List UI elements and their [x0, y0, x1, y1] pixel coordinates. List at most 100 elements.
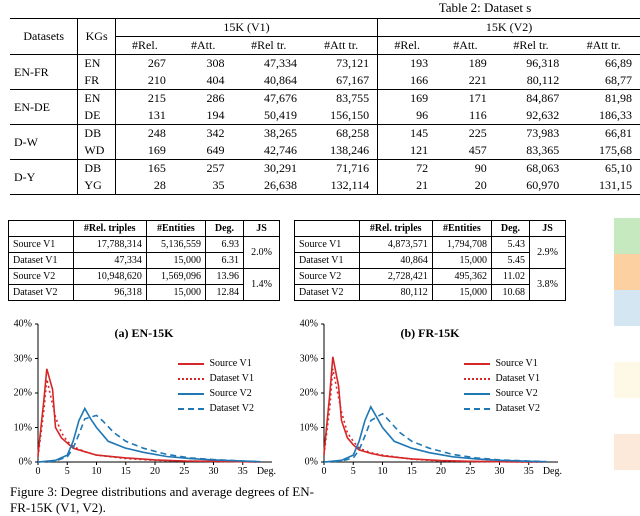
mini-cell: 10.68: [491, 285, 529, 301]
table-cell: 257: [174, 160, 233, 178]
table-cell: 92,632: [495, 107, 568, 125]
table2-caption: Table 2: Dataset s: [10, 0, 640, 16]
mini-table-right: #Rel. triples#EntitiesDeg.JSSource V14,8…: [294, 220, 566, 301]
table-cell: 116: [436, 107, 495, 125]
legend-row: Dataset V1: [178, 371, 254, 386]
th-group-v2: 15K (V2): [378, 19, 640, 37]
legend-row: Source V2: [178, 386, 254, 401]
page: Table 2: Dataset s Datasets KGs 15K (V1)…: [0, 0, 640, 516]
mini-cell: 1,794,708: [432, 237, 491, 253]
table-cell: 42,746: [232, 142, 305, 160]
legend-swatch: [464, 378, 490, 380]
legend-swatch: [178, 408, 204, 410]
mini-js-cell: 2.0%: [243, 237, 279, 269]
table-cell: 248: [115, 125, 174, 143]
mini-th: Deg.: [205, 221, 243, 237]
legend-label: Dataset V1: [209, 371, 254, 386]
table-cell: 132,114: [305, 177, 378, 195]
y-tick-label: 40%: [14, 319, 32, 330]
table-cell: 47,334: [232, 55, 305, 73]
x-tick-label: 25: [465, 466, 475, 477]
figure3-caption-line2: FR-15K (V1, V2).: [10, 500, 106, 515]
mini-js-cell: 1.4%: [243, 269, 279, 301]
mini-cell: Source V2: [9, 269, 74, 285]
table-cell: 30,291: [232, 160, 305, 178]
mini-th: [9, 221, 74, 237]
table-cell: 66,89: [567, 55, 640, 73]
mini-cell: 5.43: [491, 237, 529, 253]
table-row-kg: YG: [78, 177, 115, 195]
y-tick-label: 30%: [300, 353, 318, 364]
mini-cell: 5,136,559: [146, 237, 205, 253]
mini-th: Deg.: [491, 221, 529, 237]
x-tick-label: 15: [407, 466, 417, 477]
legend-label: Dataset V2: [209, 401, 254, 416]
legend-swatch: [464, 363, 490, 365]
mini-cell: 15,000: [146, 285, 205, 301]
table-row-dataset: EN-DE: [10, 90, 78, 125]
table-cell: 210: [115, 72, 174, 90]
table-cell: 145: [378, 125, 437, 143]
table-cell: 50,419: [232, 107, 305, 125]
table-row-kg: FR: [78, 72, 115, 90]
y-tick-label: 0%: [19, 457, 32, 468]
x-tick-label: 15: [121, 466, 131, 477]
x-tick-label: 5: [65, 466, 70, 477]
th-v1-reltr: #Rel tr.: [232, 37, 305, 55]
table-cell: 308: [174, 55, 233, 73]
mini-cell: 6.31: [205, 253, 243, 269]
legend-row: Source V1: [178, 356, 254, 371]
mini-cell: 12.84: [205, 285, 243, 301]
mini-cell: 6.93: [205, 237, 243, 253]
x-tick-label: 25: [179, 466, 189, 477]
legend-swatch: [464, 408, 490, 410]
chart-fr-15k: (b) FR-15K 0%10%20%30%40%05101520253035D…: [294, 320, 566, 480]
swatch: [614, 218, 640, 254]
mini-cell: 15,000: [432, 253, 491, 269]
mini-th: [295, 221, 360, 237]
mini-th: JS: [529, 221, 565, 237]
mini-cell: 11.02: [491, 269, 529, 285]
table2-wrap: Table 2: Dataset s Datasets KGs 15K (V1)…: [10, 0, 640, 195]
table-row-dataset: EN-FR: [10, 55, 78, 90]
legend-row: Dataset V2: [464, 401, 540, 416]
legend-label: Source V2: [209, 386, 251, 401]
table-cell: 83,755: [305, 90, 378, 108]
figure3-caption-line1: Figure 3: Degree distributions and avera…: [10, 484, 314, 499]
mini-js-cell: 2.9%: [529, 237, 565, 269]
x-axis-label: Deg.: [257, 466, 276, 477]
x-tick-label: 35: [238, 466, 248, 477]
table-cell: 96: [378, 107, 437, 125]
table-cell: 90: [436, 160, 495, 178]
legend-label: Source V1: [495, 356, 537, 371]
mini-cell: 47,334: [73, 253, 146, 269]
y-tick-label: 0%: [305, 457, 318, 468]
table-cell: 84,867: [495, 90, 568, 108]
table-row-dataset: D-Y: [10, 160, 78, 195]
table-cell: 21: [378, 177, 437, 195]
mini-cell: 1,569,096: [146, 269, 205, 285]
table-cell: 215: [115, 90, 174, 108]
mini-cell: 96,318: [73, 285, 146, 301]
table-cell: 225: [436, 125, 495, 143]
palette-swatches: [614, 218, 640, 470]
legend-label: Dataset V2: [495, 401, 540, 416]
swatch: [614, 434, 640, 470]
table-cell: 35: [174, 177, 233, 195]
mini-th: #Rel. triples: [73, 221, 146, 237]
swatch: [614, 326, 640, 362]
th-v2-atttr: #Att tr.: [567, 37, 640, 55]
mini-cell: 15,000: [146, 253, 205, 269]
swatch: [614, 362, 640, 398]
legend-row: Dataset V2: [178, 401, 254, 416]
mini-cell: 5.45: [491, 253, 529, 269]
x-tick-label: 35: [524, 466, 534, 477]
mini-cell: Dataset V1: [295, 253, 360, 269]
table-row-kg: DB: [78, 125, 115, 143]
x-tick-label: 30: [209, 466, 219, 477]
x-tick-label: 0: [322, 466, 327, 477]
y-tick-label: 10%: [300, 422, 318, 433]
legend-row: Dataset V1: [464, 371, 540, 386]
table-cell: 20: [436, 177, 495, 195]
x-tick-label: 5: [351, 466, 356, 477]
